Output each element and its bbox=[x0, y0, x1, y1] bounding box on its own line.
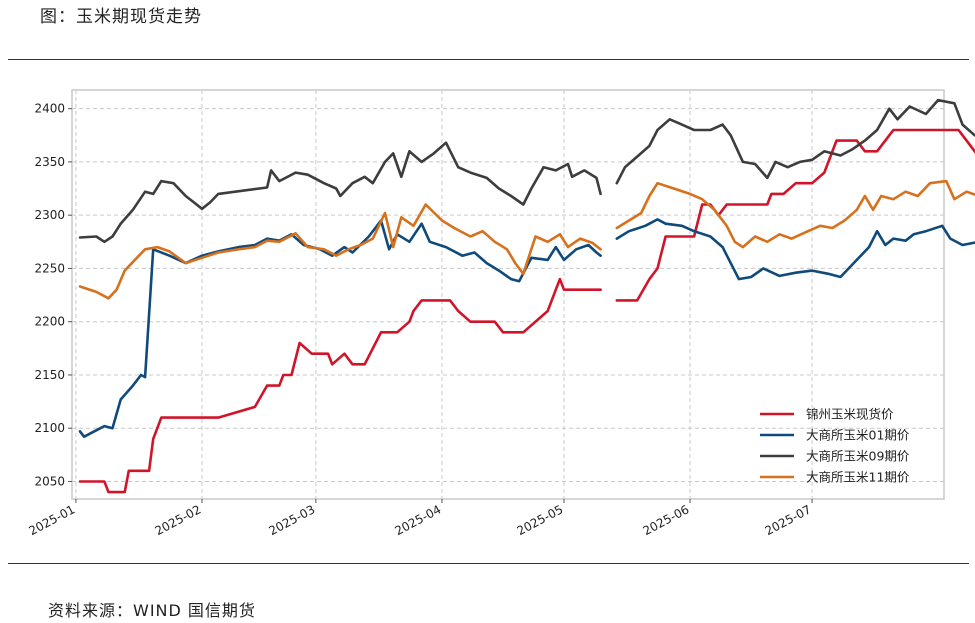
y-tick-label: 2250 bbox=[34, 261, 65, 275]
y-tick-label: 2400 bbox=[34, 102, 65, 116]
series-line-2 bbox=[615, 218, 975, 281]
figure-title: 图：玉米期现货走势 bbox=[40, 7, 202, 27]
y-tick-label: 2200 bbox=[34, 315, 65, 329]
x-tick-label: 2025-05 bbox=[515, 502, 566, 538]
x-tick-label: 2025-07 bbox=[763, 502, 814, 538]
x-tick-label: 2025-03 bbox=[266, 502, 317, 538]
x-tick-label: 2025-04 bbox=[393, 502, 444, 538]
top-rule bbox=[8, 59, 969, 60]
y-tick-label: 2050 bbox=[34, 474, 65, 488]
series-lines bbox=[78, 98, 975, 494]
legend-label: 大商所玉米01期价 bbox=[806, 428, 910, 443]
series-line-3 bbox=[615, 98, 975, 185]
series-line-4 bbox=[78, 203, 602, 300]
legend-label: 大商所玉米09期价 bbox=[806, 449, 910, 464]
plot-area bbox=[71, 89, 945, 500]
x-tick-label: 2025-06 bbox=[641, 502, 692, 538]
series-line-1 bbox=[78, 277, 602, 494]
source-note: 资料来源：WIND 国信期货 bbox=[48, 601, 256, 620]
gridlines bbox=[72, 90, 944, 499]
legend-label: 大商所玉米11期价 bbox=[806, 470, 910, 485]
y-tick-label: 2150 bbox=[34, 368, 65, 382]
bottom-rule bbox=[8, 563, 969, 564]
series-line-1 bbox=[615, 128, 975, 302]
y-tick-label: 2350 bbox=[34, 155, 65, 169]
line-chart: 2050 2100 2150 2200 2250 2300 2350 2400 2025-01 2… bbox=[26, 89, 975, 538]
y-tick-label: 2300 bbox=[34, 208, 65, 222]
x-tick-label: 2025-01 bbox=[26, 502, 77, 538]
y-tick-label: 2100 bbox=[34, 421, 65, 435]
series-line-4 bbox=[615, 179, 975, 249]
legend-label: 锦州玉米现货价 bbox=[806, 407, 894, 422]
series-line-3 bbox=[78, 141, 602, 244]
x-tick-label: 2025-02 bbox=[153, 502, 204, 538]
